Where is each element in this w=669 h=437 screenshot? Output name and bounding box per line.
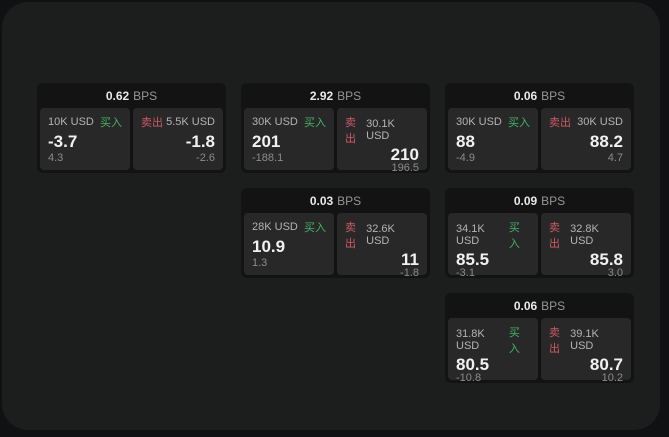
- buy-pane[interactable]: 30K USD 买入 201 -188.1: [244, 108, 334, 170]
- sell-pane[interactable]: 卖出 5.5K USD -1.8 -2.6: [133, 108, 223, 170]
- sell-size: 39.1K USD: [570, 328, 599, 352]
- buy-pane[interactable]: 30K USD 买入 88 -4.9: [448, 108, 538, 170]
- buy-delta: -3.1: [456, 267, 475, 279]
- quote-card: 0.03 BPS 28K USD 买入 10.9 1.3 卖出 32.6K US…: [241, 188, 430, 278]
- buy-pane[interactable]: 10K USD 买入 -3.7 4.3: [40, 108, 130, 170]
- bps-value: 0.06: [513, 298, 538, 313]
- bps-unit: BPS: [541, 88, 566, 103]
- sell-side-label: 卖出: [549, 327, 560, 355]
- sell-side-label: 卖出: [549, 117, 571, 129]
- sell-delta: -1.8: [400, 267, 419, 279]
- bps-header: 0.62 BPS: [37, 83, 226, 108]
- buy-delta: -10.8: [456, 372, 482, 384]
- buy-price: 88: [456, 132, 475, 151]
- sell-price: 210: [390, 145, 419, 164]
- buy-size: 30K USD: [252, 116, 298, 128]
- quote-card: 0.62 BPS 10K USD 买入 -3.7 4.3 卖出 5.5K USD…: [37, 83, 226, 173]
- bps-value: 0.62: [105, 88, 130, 103]
- sell-size: 32.6K USD: [366, 223, 395, 247]
- bps-header: 0.03 BPS: [241, 188, 430, 213]
- buy-size: 30K USD: [456, 116, 502, 128]
- buy-side-label: 买入: [304, 117, 326, 129]
- sell-delta: -2.6: [196, 152, 215, 164]
- buy-side-label: 买入: [100, 117, 122, 129]
- buy-price: 85.5: [456, 250, 490, 269]
- sell-side-label: 卖出: [345, 222, 356, 250]
- quote-card: 0.06 BPS 31.8K USD 买入 80.5 -10.8 卖出 39.1…: [445, 293, 634, 383]
- sell-pane[interactable]: 卖出 32.6K USD 11 -1.8: [337, 213, 427, 279]
- quote-card: 0.09 BPS 34.1K USD 买入 85.5 -3.1 卖出 32.8K…: [445, 188, 634, 278]
- bps-header: 2.92 BPS: [241, 83, 430, 108]
- quote-card: 0.06 BPS 30K USD 买入 88 -4.9 卖出 30K USD 8…: [445, 83, 634, 173]
- buy-pane[interactable]: 34.1K USD 买入 85.5 -3.1: [448, 213, 538, 279]
- buy-size: 34.1K USD: [456, 223, 485, 247]
- sell-price: -1.8: [185, 132, 215, 151]
- buy-side-label: 买入: [304, 222, 326, 234]
- sell-side-label: 卖出: [549, 222, 560, 250]
- buy-size: 31.8K USD: [456, 328, 485, 352]
- sell-pane[interactable]: 卖出 39.1K USD 80.7 10.2: [541, 318, 631, 384]
- sell-delta: 4.7: [607, 152, 623, 164]
- buy-price: 80.5: [456, 355, 490, 374]
- sell-price: 11: [401, 250, 419, 269]
- buy-size: 28K USD: [252, 221, 298, 233]
- buy-pane[interactable]: 31.8K USD 买入 80.5 -10.8: [448, 318, 538, 384]
- sell-price: 80.7: [589, 355, 623, 374]
- bps-unit: BPS: [541, 193, 566, 208]
- buy-pane[interactable]: 28K USD 买入 10.9 1.3: [244, 213, 334, 275]
- buy-side-label: 买入: [508, 117, 530, 129]
- bps-value: 0.03: [309, 193, 334, 208]
- buy-delta: 1.3: [252, 257, 268, 269]
- buy-delta: -188.1: [252, 152, 284, 164]
- buy-side-label: 买入: [508, 222, 520, 250]
- sell-pane[interactable]: 卖出 32.8K USD 85.8 3.0: [541, 213, 631, 279]
- buy-price: 10.9: [252, 237, 286, 256]
- sell-price: 85.8: [589, 250, 623, 269]
- bps-unit: BPS: [337, 193, 362, 208]
- sell-size: 5.5K USD: [166, 116, 215, 128]
- buy-delta: 4.3: [48, 152, 64, 164]
- buy-price: 201: [252, 132, 281, 151]
- sell-pane[interactable]: 卖出 30.1K USD 210 196.5: [337, 108, 427, 174]
- bps-value: 0.09: [513, 193, 538, 208]
- sell-side-label: 卖出: [141, 117, 163, 129]
- sell-size: 30.1K USD: [366, 118, 395, 142]
- sell-size: 32.8K USD: [570, 223, 599, 247]
- bps-unit: BPS: [541, 298, 566, 313]
- main-panel: 0.62 BPS 10K USD 买入 -3.7 4.3 卖出 5.5K USD…: [2, 2, 660, 430]
- bps-value: 2.92: [309, 88, 334, 103]
- sell-delta: 196.5: [391, 162, 419, 174]
- quote-card: 2.92 BPS 30K USD 买入 201 -188.1 卖出 30.1K …: [241, 83, 430, 173]
- sell-pane[interactable]: 卖出 30K USD 88.2 4.7: [541, 108, 631, 170]
- sell-delta: 3.0: [607, 267, 623, 279]
- bps-unit: BPS: [337, 88, 362, 103]
- sell-side-label: 卖出: [345, 117, 356, 145]
- sell-size: 30K USD: [577, 116, 623, 128]
- sell-delta: 10.2: [601, 372, 623, 384]
- buy-side-label: 买入: [508, 327, 520, 355]
- bps-header: 0.06 BPS: [445, 293, 634, 318]
- sell-price: 88.2: [589, 132, 623, 151]
- buy-size: 10K USD: [48, 116, 94, 128]
- bps-header: 0.09 BPS: [445, 188, 634, 213]
- buy-delta: -4.9: [456, 152, 475, 164]
- bps-unit: BPS: [133, 88, 158, 103]
- bps-value: 0.06: [513, 88, 538, 103]
- buy-price: -3.7: [48, 132, 78, 151]
- bps-header: 0.06 BPS: [445, 83, 634, 108]
